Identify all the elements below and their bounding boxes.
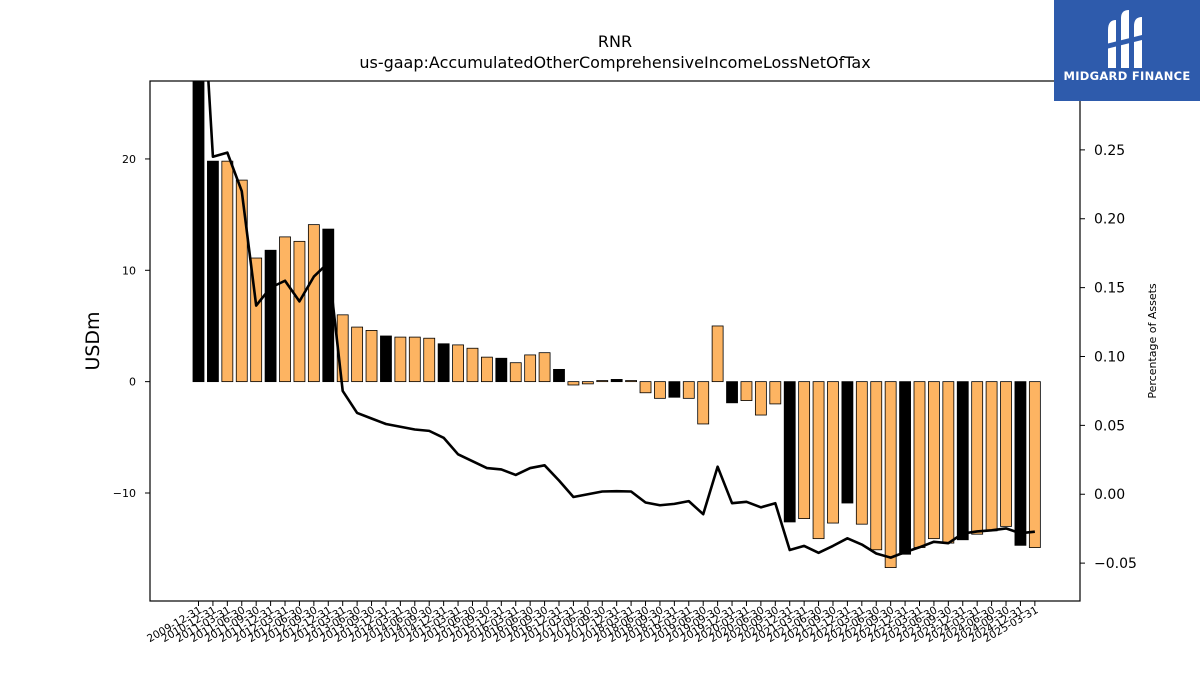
y-tick-label: 20 [122, 153, 136, 166]
bar-2011-03-31 [221, 160, 234, 383]
y-axis-right: −0.05 0.00 0.05 0.10 0.15 0.20 0.25 [1080, 143, 1137, 572]
y2-tick-label: 0.05 [1094, 418, 1125, 434]
bar-2021-06-30 [812, 381, 825, 540]
bar-2018-09-30 [654, 381, 666, 399]
logo: MIDGARD FINANCE [1054, 0, 1200, 101]
bar-2024-12-31 [1014, 381, 1027, 546]
bar-2015-06-30 [466, 347, 479, 383]
bar-2013-09-30 [365, 330, 378, 383]
bar-2015-03-31 [452, 344, 464, 383]
bar-2023-06-30 [928, 381, 940, 540]
bar-2017-12-31 [610, 379, 623, 383]
y2-tick-label: 0.00 [1094, 487, 1125, 503]
y2-tick-label: −0.05 [1094, 556, 1137, 572]
bar-2023-12-31 [956, 381, 969, 541]
bar-2018-12-31 [668, 381, 681, 398]
y-tick-label: 10 [122, 264, 136, 277]
bar-2021-03-31 [798, 381, 811, 520]
y2-tick-label: 0.15 [1094, 281, 1125, 297]
y-axis-label: USDm [82, 311, 104, 370]
y2-tick-label: 0.25 [1094, 143, 1125, 159]
bar-2020-06-30 [754, 381, 767, 416]
bar-2019-12-31 [726, 381, 738, 404]
bar-2011-09-30 [250, 257, 263, 383]
chart-subtitle: us-gaap:AccumulatedOtherComprehensiveInc… [359, 53, 871, 72]
y2-tick-label: 0.20 [1094, 212, 1125, 228]
bar-2014-12-31 [437, 343, 450, 383]
bar-2018-03-31 [625, 380, 637, 383]
pct-assets-series [207, 81, 1035, 559]
plot-frame [149, 80, 1081, 602]
bar-2021-12-31 [841, 381, 854, 504]
bar-2020-03-31 [740, 381, 753, 401]
pct-assets-line [207, 81, 1035, 559]
bar-2015-12-31 [495, 357, 508, 383]
bar-2011-12-31 [264, 249, 277, 383]
bar-2012-09-30 [307, 224, 320, 383]
y2-tick-label: 0.10 [1094, 349, 1125, 365]
bar-2020-12-31 [783, 381, 796, 523]
bar-2020-09-30 [769, 381, 782, 405]
bar-2019-03-31 [682, 381, 695, 399]
bar-2011-06-30 [235, 179, 248, 383]
x-axis: 2009-12-312010-12-312011-03-312011-06-30… [145, 601, 1040, 645]
bar-2009-12-31 [192, 81, 205, 383]
bar-2017-03-31 [567, 381, 580, 386]
bar-2012-03-31 [279, 236, 291, 383]
bar-2025-03-31 [1028, 381, 1041, 548]
bar-2013-12-31 [380, 335, 392, 383]
y-tick-label: −10 [113, 487, 136, 500]
bar-2024-09-30 [1000, 381, 1012, 527]
bar-2016-06-30 [524, 354, 537, 383]
logo-mark-icon [1106, 10, 1146, 68]
y-tick-label: 0 [129, 376, 136, 389]
bar-2022-09-30 [884, 381, 897, 568]
bar-2018-06-30 [639, 381, 652, 394]
bar-2022-03-31 [855, 381, 868, 525]
bar-2021-09-30 [827, 381, 839, 524]
bar-2014-03-31 [394, 336, 407, 383]
bar-2014-06-30 [408, 336, 421, 383]
bar-2015-09-30 [480, 356, 493, 383]
bar-2016-12-31 [553, 368, 565, 383]
bar-2017-09-30 [596, 380, 609, 383]
logo-text: MIDGARD FINANCE [1063, 69, 1191, 83]
chart-title: RNR [597, 32, 633, 51]
bar-2013-06-30 [351, 326, 364, 383]
bar-2022-06-30 [870, 381, 883, 551]
bar-2016-03-31 [509, 362, 522, 383]
bar-series [192, 81, 1041, 568]
bar-2024-06-30 [985, 381, 998, 532]
bar-2024-03-31 [971, 381, 984, 535]
bar-2019-06-30 [697, 381, 710, 425]
y-axis-left: −10 0 10 20 [113, 153, 150, 500]
bar-2014-09-30 [423, 337, 436, 383]
bar-2016-09-30 [538, 352, 551, 383]
bar-2010-12-31 [207, 160, 219, 383]
bar-2019-09-30 [711, 325, 724, 383]
bar-2012-06-30 [293, 240, 306, 383]
bar-2022-12-31 [899, 381, 911, 555]
bar-2017-06-30 [581, 381, 594, 385]
bar-2023-03-31 [913, 381, 926, 548]
bar-2023-09-30 [942, 381, 955, 544]
y2-axis-label: Percentage of Assets [1146, 283, 1159, 399]
